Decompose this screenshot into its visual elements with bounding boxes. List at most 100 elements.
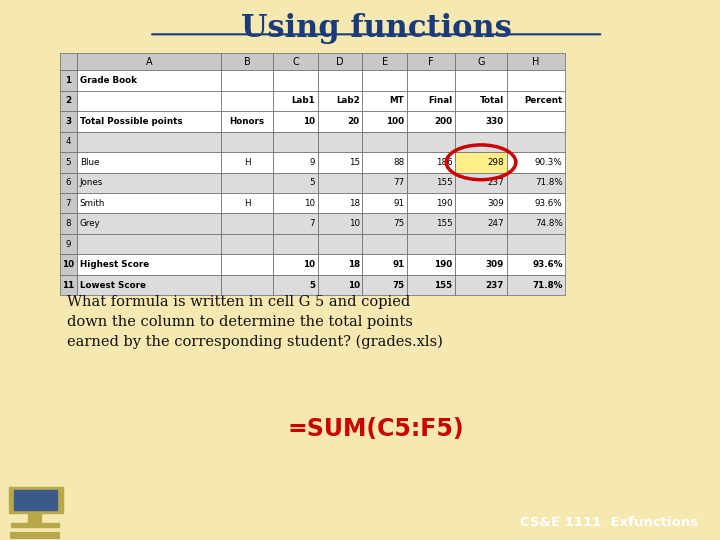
FancyBboxPatch shape	[407, 91, 455, 111]
FancyBboxPatch shape	[222, 132, 273, 152]
Text: 309: 309	[486, 260, 504, 269]
Text: 15: 15	[348, 158, 360, 167]
Text: What formula is written in cell G 5 and copied
down the column to determine the : What formula is written in cell G 5 and …	[67, 295, 443, 349]
Text: 247: 247	[487, 219, 504, 228]
Bar	[11, 523, 60, 528]
Text: 10: 10	[303, 117, 315, 126]
FancyBboxPatch shape	[60, 213, 77, 234]
FancyBboxPatch shape	[222, 213, 273, 234]
Text: 8: 8	[66, 219, 71, 228]
FancyBboxPatch shape	[60, 70, 77, 91]
Text: 4: 4	[66, 137, 71, 146]
Text: 74.8%: 74.8%	[535, 219, 562, 228]
Text: 330: 330	[486, 117, 504, 126]
FancyBboxPatch shape	[362, 275, 407, 295]
FancyBboxPatch shape	[77, 193, 222, 213]
Text: 18: 18	[348, 260, 360, 269]
FancyBboxPatch shape	[455, 275, 507, 295]
Text: 10: 10	[348, 281, 360, 289]
Text: 71.8%: 71.8%	[535, 178, 562, 187]
Text: 10: 10	[63, 260, 75, 269]
FancyBboxPatch shape	[362, 234, 407, 254]
FancyBboxPatch shape	[77, 152, 222, 173]
Text: F: F	[428, 57, 434, 66]
FancyBboxPatch shape	[455, 132, 507, 152]
Text: G: G	[477, 57, 485, 66]
Text: 100: 100	[386, 117, 405, 126]
Text: 186: 186	[436, 158, 453, 167]
FancyBboxPatch shape	[273, 91, 318, 111]
FancyBboxPatch shape	[362, 53, 407, 70]
Text: 20: 20	[348, 117, 360, 126]
Text: Using functions: Using functions	[240, 12, 512, 44]
FancyBboxPatch shape	[407, 193, 455, 213]
FancyBboxPatch shape	[60, 53, 77, 70]
FancyBboxPatch shape	[222, 275, 273, 295]
Text: 90.3%: 90.3%	[535, 158, 562, 167]
FancyBboxPatch shape	[362, 193, 407, 213]
Text: 18: 18	[348, 199, 360, 208]
Text: 75: 75	[392, 281, 405, 289]
Text: 190: 190	[436, 199, 453, 208]
FancyBboxPatch shape	[507, 213, 565, 234]
FancyBboxPatch shape	[77, 111, 222, 132]
Text: H: H	[532, 57, 540, 66]
FancyBboxPatch shape	[407, 152, 455, 173]
Text: Lowest Score: Lowest Score	[80, 281, 145, 289]
FancyBboxPatch shape	[77, 132, 222, 152]
FancyBboxPatch shape	[273, 70, 318, 91]
FancyBboxPatch shape	[77, 254, 222, 275]
FancyBboxPatch shape	[362, 152, 407, 173]
FancyBboxPatch shape	[60, 234, 77, 254]
Text: 155: 155	[436, 178, 453, 187]
FancyBboxPatch shape	[362, 91, 407, 111]
Text: Highest Score: Highest Score	[80, 260, 149, 269]
FancyBboxPatch shape	[222, 254, 273, 275]
FancyBboxPatch shape	[60, 254, 77, 275]
Bar	[28, 514, 41, 524]
Text: 1: 1	[66, 76, 71, 85]
Text: 93.6%: 93.6%	[532, 260, 562, 269]
FancyBboxPatch shape	[60, 193, 77, 213]
FancyBboxPatch shape	[222, 152, 273, 173]
Text: 9: 9	[66, 240, 71, 249]
FancyBboxPatch shape	[273, 173, 318, 193]
FancyBboxPatch shape	[273, 234, 318, 254]
FancyBboxPatch shape	[362, 111, 407, 132]
Bar	[14, 490, 58, 510]
FancyBboxPatch shape	[273, 193, 318, 213]
Text: 5: 5	[66, 158, 71, 167]
FancyBboxPatch shape	[362, 173, 407, 193]
FancyBboxPatch shape	[222, 111, 273, 132]
Text: 7: 7	[66, 199, 71, 208]
Bar	[9, 487, 63, 514]
FancyBboxPatch shape	[455, 70, 507, 91]
FancyBboxPatch shape	[407, 213, 455, 234]
FancyBboxPatch shape	[222, 70, 273, 91]
Text: Final: Final	[428, 96, 453, 105]
FancyBboxPatch shape	[318, 111, 362, 132]
Text: Total: Total	[480, 96, 504, 105]
FancyBboxPatch shape	[455, 53, 507, 70]
FancyBboxPatch shape	[77, 70, 222, 91]
Text: H: H	[244, 199, 251, 208]
Text: 309: 309	[487, 199, 504, 208]
Text: 190: 190	[434, 260, 453, 269]
Text: 91: 91	[393, 199, 405, 208]
FancyBboxPatch shape	[222, 53, 273, 70]
FancyBboxPatch shape	[455, 173, 507, 193]
Text: Total Possible points: Total Possible points	[80, 117, 182, 126]
Text: H: H	[244, 158, 251, 167]
FancyBboxPatch shape	[273, 132, 318, 152]
FancyBboxPatch shape	[455, 111, 507, 132]
FancyBboxPatch shape	[273, 152, 318, 173]
Text: 88: 88	[393, 158, 405, 167]
FancyBboxPatch shape	[318, 254, 362, 275]
FancyBboxPatch shape	[507, 111, 565, 132]
Text: 237: 237	[487, 178, 504, 187]
FancyBboxPatch shape	[60, 152, 77, 173]
FancyBboxPatch shape	[77, 234, 222, 254]
Text: B: B	[244, 57, 251, 66]
Text: MT: MT	[390, 96, 405, 105]
Text: 91: 91	[392, 260, 405, 269]
